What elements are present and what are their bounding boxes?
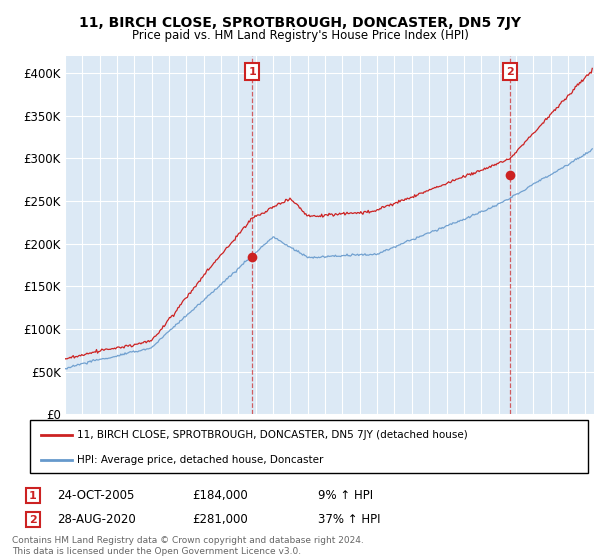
Text: 2: 2 [29,515,37,525]
Text: HPI: Average price, detached house, Doncaster: HPI: Average price, detached house, Donc… [77,455,324,465]
Text: Contains HM Land Registry data © Crown copyright and database right 2024.
This d: Contains HM Land Registry data © Crown c… [12,536,364,556]
Text: 24-OCT-2005: 24-OCT-2005 [57,489,134,502]
Text: 28-AUG-2020: 28-AUG-2020 [57,513,136,526]
FancyBboxPatch shape [30,420,588,473]
Text: 2: 2 [506,67,514,77]
Text: 1: 1 [29,491,37,501]
Text: 11, BIRCH CLOSE, SPROTBROUGH, DONCASTER, DN5 7JY (detached house): 11, BIRCH CLOSE, SPROTBROUGH, DONCASTER,… [77,430,468,440]
Text: 9% ↑ HPI: 9% ↑ HPI [318,489,373,502]
Text: 11, BIRCH CLOSE, SPROTBROUGH, DONCASTER, DN5 7JY: 11, BIRCH CLOSE, SPROTBROUGH, DONCASTER,… [79,16,521,30]
Text: £281,000: £281,000 [192,513,248,526]
Text: Price paid vs. HM Land Registry's House Price Index (HPI): Price paid vs. HM Land Registry's House … [131,29,469,42]
Text: 37% ↑ HPI: 37% ↑ HPI [318,513,380,526]
Text: £184,000: £184,000 [192,489,248,502]
Text: 1: 1 [248,67,256,77]
